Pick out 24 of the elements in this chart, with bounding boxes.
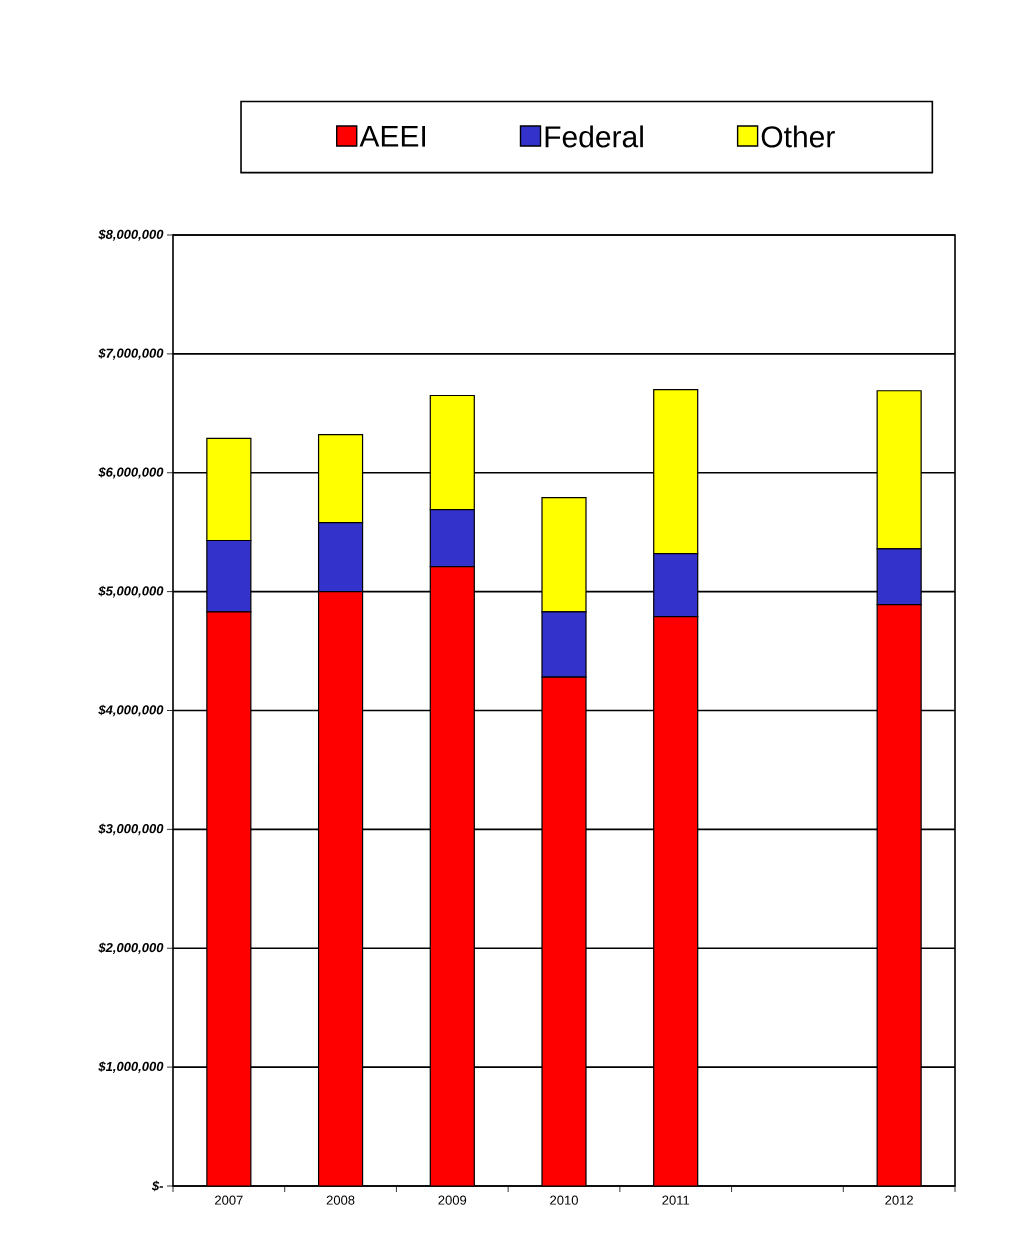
bar xyxy=(876,604,922,1186)
bar xyxy=(429,566,475,1186)
y-tick-label: $3,000,000 xyxy=(98,823,164,836)
x-tick-label: 2012 xyxy=(885,1195,913,1205)
y-tick-label: $6,000,000 xyxy=(98,466,164,479)
x-tick-label: 2007 xyxy=(215,1195,243,1205)
bar xyxy=(653,615,699,1186)
bar xyxy=(206,611,252,1186)
x-tick-label: 2011 xyxy=(662,1195,690,1205)
y-tick-label: $5,000,000 xyxy=(98,585,164,598)
legend-label: Federal xyxy=(545,125,643,148)
y-tick-label: $- xyxy=(151,1180,164,1192)
x-tick-label: 2008 xyxy=(326,1195,355,1205)
y-tick-label: $7,000,000 xyxy=(98,348,164,360)
bar xyxy=(541,676,587,1186)
x-tick-label: 2010 xyxy=(550,1195,578,1205)
bar xyxy=(317,591,364,1186)
legend-label: AEEI xyxy=(359,125,426,147)
y-tick-label: $4,000,000 xyxy=(98,704,164,717)
legend-label: Other xyxy=(761,125,835,148)
y-tick-label: $8,000,000 xyxy=(98,229,164,241)
y-tick-label: $2,000,000 xyxy=(98,942,164,955)
x-tick-label: 2009 xyxy=(438,1195,467,1205)
y-tick-label: $1,000,000 xyxy=(98,1061,164,1073)
